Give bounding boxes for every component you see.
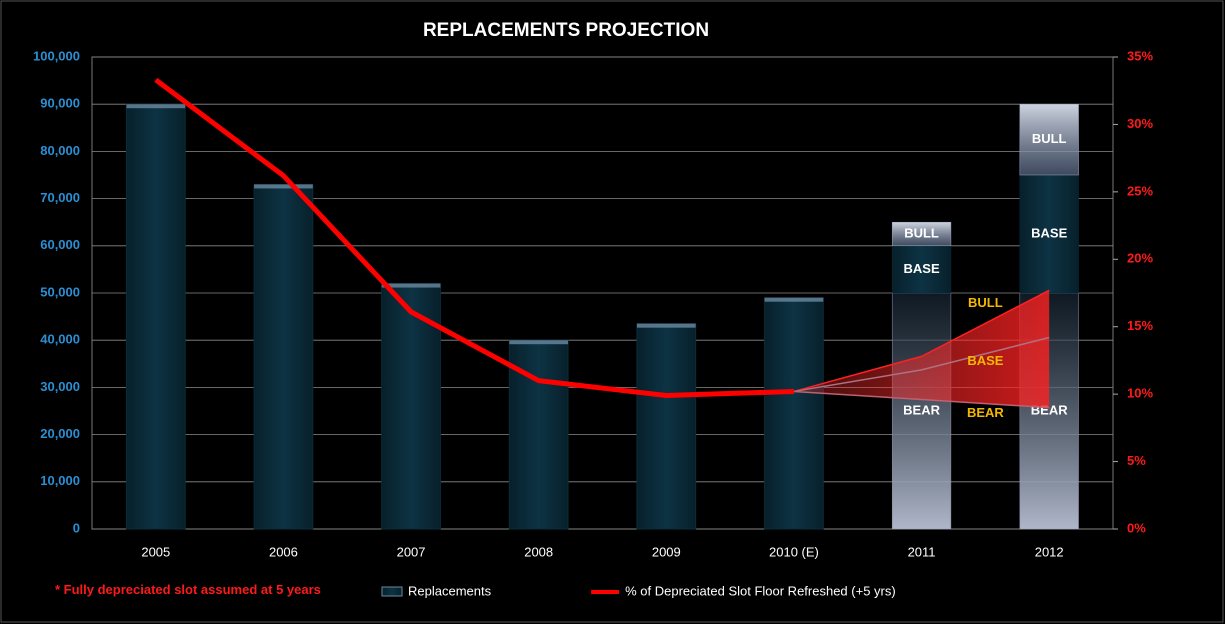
y-tick-label: 30,000 [40,379,80,394]
y-tick-label: 50,000 [40,284,80,299]
stack-segment [1019,174,1079,294]
y2-tick-label: 35% [1127,48,1153,63]
scenario-fan [793,290,1050,408]
legend-swatch [381,586,403,597]
y2-tick-label: 0% [1127,520,1146,535]
x-tick-label: 2005 [141,544,170,559]
x-tick-label: 2008 [524,544,553,559]
line [154,77,795,398]
y-tick-label: 10,000 [40,473,80,488]
y2-tick-label: 15% [1127,318,1153,333]
stack-segment [891,292,952,530]
bar [253,183,314,530]
x-tick-label: 2011 [908,544,936,559]
x-tick-label: 2006 [269,544,298,559]
bar-cap [509,340,569,345]
x-tick-label: 2009 [652,544,681,559]
segment-label: BASE [904,261,940,276]
y2-tick-label: 30% [1127,116,1153,131]
legend-label: % of Depreciated Slot Floor Refreshed (+… [625,583,896,598]
y-tick-label: 60,000 [40,237,80,252]
scenario-label: BULL [968,295,1003,310]
footnote: * Fully depreciated slot assumed at 5 ye… [55,582,321,597]
scenario-label: BASE [967,353,1003,368]
x-tick-label: 2010 (E) [769,544,819,559]
scenario-line [793,336,1050,393]
bar [636,323,697,530]
segment-label: BASE [1031,225,1067,240]
stack-segment [1019,103,1079,176]
y2-tick-label: 10% [1127,386,1153,401]
segment-label: BEAR [903,402,940,417]
bar-cap [636,323,696,328]
chart-title: REPLACEMENTS PROJECTION [423,20,709,41]
x-tick-label: 2007 [397,544,426,559]
y2-tick-label: 20% [1127,251,1153,266]
stack-segment [891,221,952,247]
y-tick-label: 100,000 [33,48,80,63]
y2-tick-label: 25% [1127,183,1153,198]
bar-cap [764,297,824,302]
y-tick-label: 70,000 [40,190,80,205]
y-tick-label: 90,000 [40,96,80,111]
y-tick-label: 20,000 [40,426,80,441]
segment-label: BULL [1032,131,1067,146]
y2-tick-label: 5% [1127,453,1146,468]
y-tick-label: 0 [73,520,80,535]
legend-label: Replacements [408,583,492,598]
bar [125,103,186,530]
bar-cap [126,104,186,109]
bar [764,297,824,530]
stack-segment [891,245,952,294]
scenario-line [793,289,1050,393]
y-tick-label: 40,000 [40,332,80,347]
segment-label: BULL [904,225,939,240]
y-tick-label: 80,000 [40,143,80,158]
x-tick-label: 2012 [1035,544,1064,559]
scenario-line [793,390,1050,409]
scenario-label: BEAR [967,405,1004,420]
bar-cap [381,283,441,288]
bar-cap [254,184,313,189]
